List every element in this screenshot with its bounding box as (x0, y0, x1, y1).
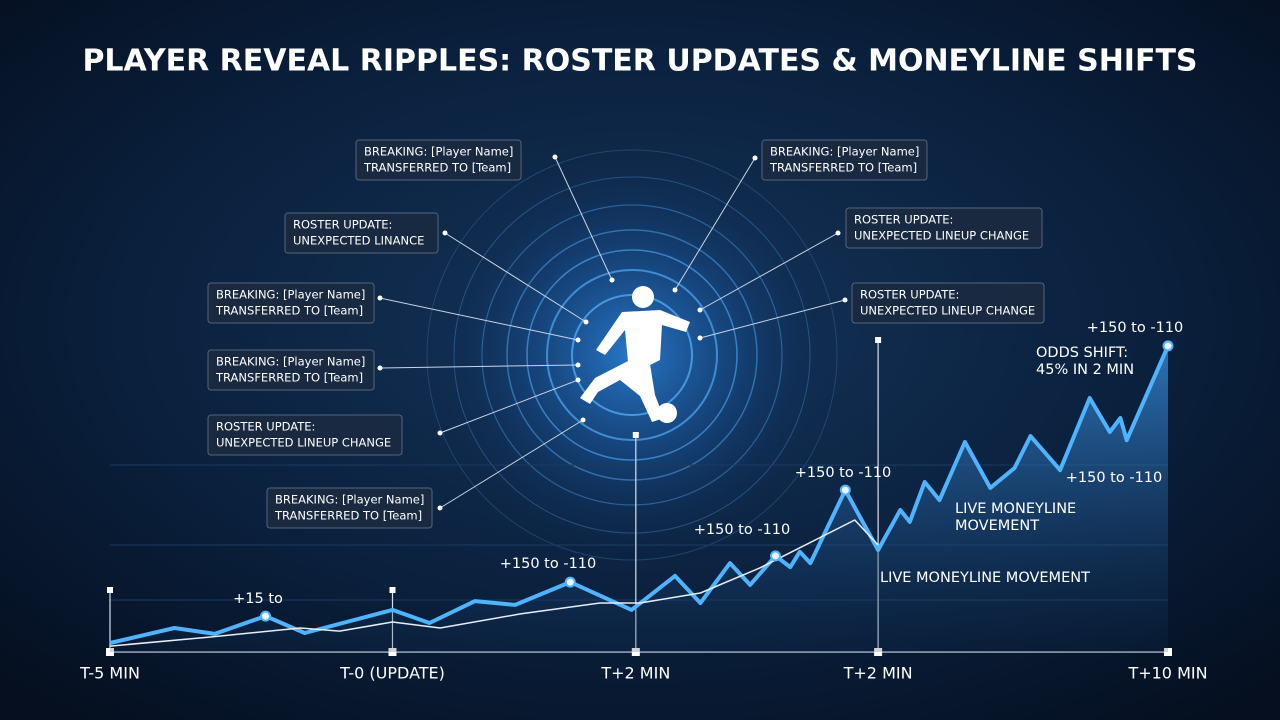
tick-marker (875, 337, 882, 343)
x-tick-label: T+10 MIN (1127, 664, 1207, 683)
leader-dot (575, 362, 581, 368)
callout-text: ROSTER UPDATE: (860, 288, 959, 302)
annotation: +15 to (233, 591, 283, 607)
leader-dot (697, 335, 703, 341)
callout-box (284, 212, 439, 254)
annotation: +150 to -110 (1087, 320, 1184, 336)
tick-marker (632, 432, 639, 438)
callout-text: ROSTER UPDATE: (854, 213, 953, 227)
leader-line (699, 299, 846, 339)
annotation: +150 to -110 (500, 556, 597, 572)
leader-line (439, 419, 584, 509)
line-area (110, 345, 1168, 652)
leader-dot (442, 230, 448, 236)
leader-dot (835, 230, 841, 236)
callout-box (355, 139, 522, 181)
callout-text: TRANSFERRED TO [Team] (215, 371, 363, 385)
leader-dot (672, 287, 678, 293)
point-marker (839, 484, 851, 496)
point-marker (769, 550, 781, 562)
callout-text: BREAKING: [Player Name] (216, 355, 365, 369)
annotation: +150 to -110 (795, 465, 892, 481)
callout-text: ROSTER UPDATE: (216, 420, 315, 434)
leader-dot (437, 505, 443, 511)
callout-box (207, 349, 375, 391)
x-tick-label: T-5 MIN (79, 664, 140, 683)
player-icon (580, 286, 690, 423)
tick-marker (107, 587, 113, 593)
point-marker (564, 576, 576, 588)
callout-box (761, 139, 928, 181)
callout-text: TRANSFERRED TO [Team] (769, 161, 917, 175)
point-marker (260, 610, 272, 622)
tick-marker (389, 587, 396, 593)
annotation: +150 to -110 (694, 522, 791, 538)
callout-text: BREAKING: [Player Name] (364, 145, 513, 159)
leader-dot (583, 319, 589, 325)
callout-text: TRANSFERRED TO [Team] (363, 161, 511, 175)
x-tick-label: T-0 (UPDATE) (339, 664, 445, 683)
point-marker (1162, 340, 1174, 352)
annotation: LIVE MONEYLINE MOVEMENT (880, 570, 1090, 586)
leader-dot (377, 295, 383, 301)
leader-dot (575, 337, 581, 343)
callout-box (845, 207, 1043, 249)
callout-box (851, 282, 1045, 324)
callout-box (207, 414, 403, 456)
callout-text: ROSTER UPDATE: (293, 218, 392, 232)
annotation: 45% IN 2 MIN (1036, 362, 1134, 378)
title: PLAYER REVEAL RIPPLES: ROSTER UPDATES & … (82, 44, 1197, 79)
leader-dot (377, 365, 383, 371)
callout-text: BREAKING: [Player Name] (770, 145, 919, 159)
ripples (426, 149, 838, 561)
line (109, 519, 879, 647)
leader-dot (437, 430, 443, 436)
leader-line (699, 232, 839, 311)
leader-line (674, 157, 756, 291)
annotation: LIVE MONEYLINE (955, 501, 1076, 517)
callout-text: TRANSFERRED TO [Team] (274, 509, 422, 523)
annotation: +150 to -110 (1066, 470, 1163, 486)
callout-text: BREAKING: [Player Name] (216, 288, 365, 302)
callout-box (266, 487, 433, 529)
callout-text: UNEXPECTED LINEUP CHANGE (860, 304, 1035, 318)
leader-dot (580, 417, 586, 423)
leader-dot (609, 277, 615, 283)
leader-dot (552, 154, 558, 160)
line (109, 345, 1170, 645)
leader-dot (752, 155, 758, 161)
leader-line (439, 379, 579, 434)
callout-text: UNEXPECTED LINANCE (293, 234, 424, 248)
x-tick-label: T+2 MIN (600, 664, 670, 683)
callout-text: TRANSFERRED TO [Team] (215, 304, 363, 318)
callout-text: UNEXPECTED LINEUP CHANGE (216, 436, 391, 450)
leader-line (444, 232, 587, 323)
leader-line (554, 156, 613, 281)
leader-dot (575, 377, 581, 383)
annotation: ODDS SHIFT: (1036, 345, 1128, 361)
leader-dot (697, 307, 703, 313)
leader-dot (842, 297, 848, 303)
annotation: MOVEMENT (955, 518, 1039, 534)
leader-line (379, 364, 579, 369)
x-tick-label: T+2 MIN (843, 664, 913, 683)
callout-box (207, 282, 375, 324)
callout-text: BREAKING: [Player Name] (275, 493, 424, 507)
callout-text: UNEXPECTED LINEUP CHANGE (854, 229, 1029, 243)
leader-line (379, 297, 579, 341)
